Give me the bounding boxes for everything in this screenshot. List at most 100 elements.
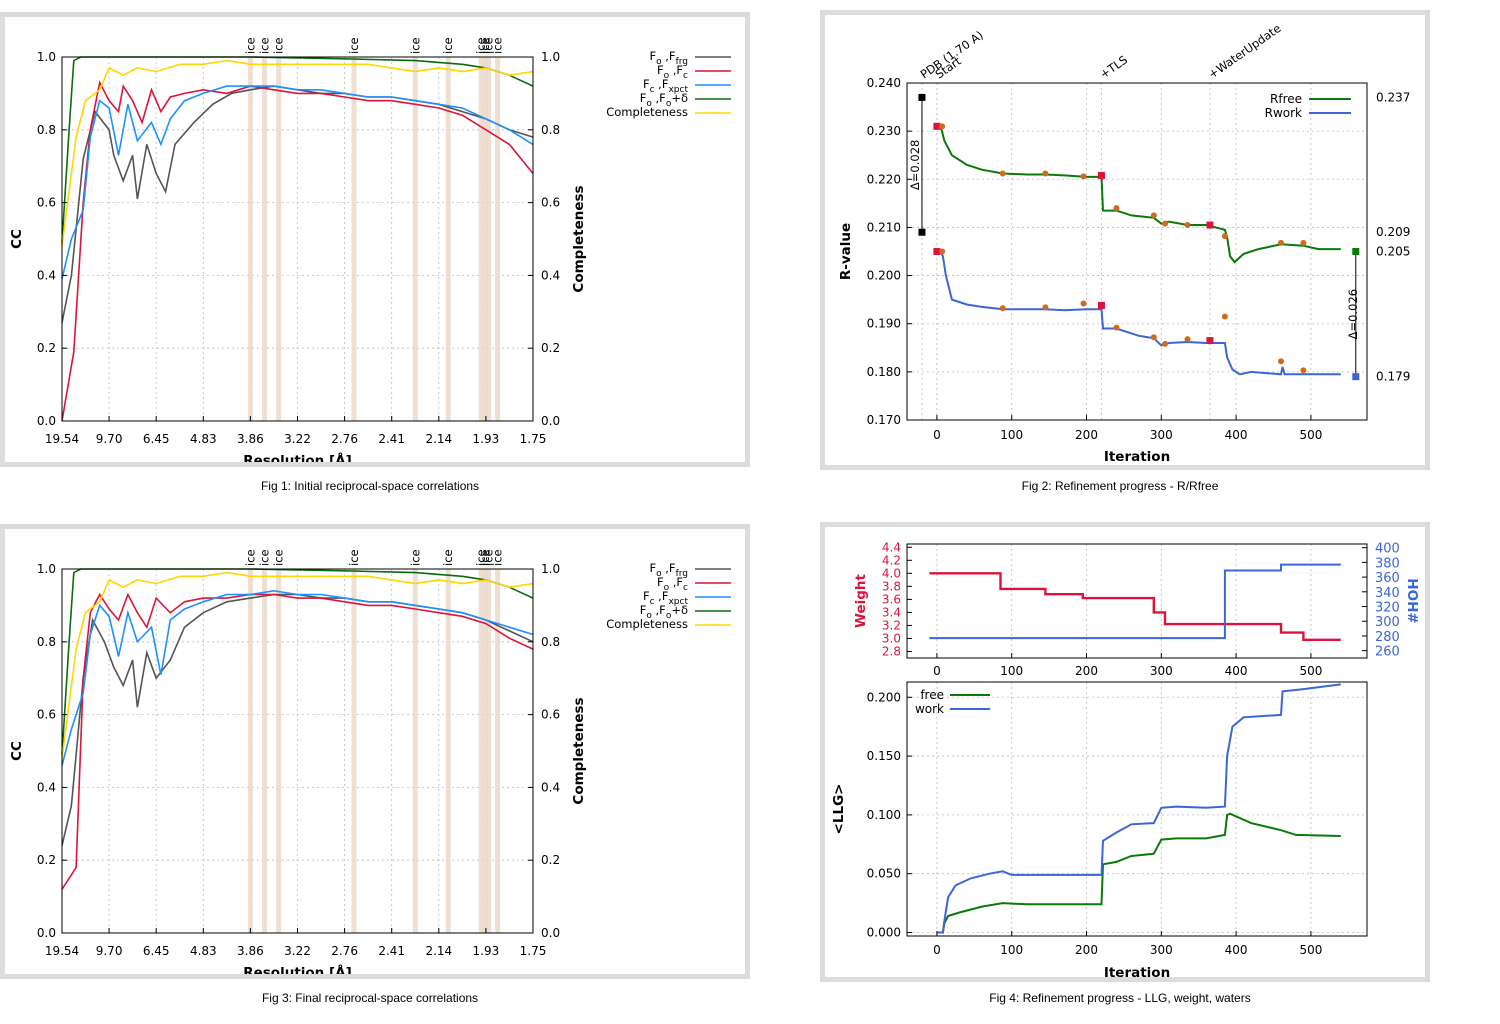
fig1-xlabel: Resolution [Å]: [243, 452, 352, 462]
fig1-xtick-label: 9.70: [96, 432, 123, 446]
fig1-series-4: [61, 59, 534, 247]
fig4-hoh-line: [929, 563, 1341, 640]
fig3-ice-label: ice: [243, 549, 257, 566]
fig3-panel: ice ice ice ice ice ice ice ice ice ice 19.54 9.70 6…: [0, 524, 750, 979]
fig3-ice-band: [351, 569, 357, 933]
fig1-y2tick-label: 0.2: [541, 341, 560, 355]
fig2-point-square: [1097, 301, 1105, 309]
fig1-ytick-label: 0.0: [37, 414, 56, 428]
fig3-y2tick-label: 1.0: [541, 562, 560, 576]
fig1-ice-label: ice: [474, 37, 488, 54]
fig2-xtick-label: 200: [1075, 428, 1098, 442]
fig2-series-rfree: [936, 125, 1341, 264]
fig2-point-dot: [939, 123, 946, 130]
fig1-ytick-label: 0.8: [37, 123, 56, 137]
fig3-y2label: Completeness: [571, 697, 587, 804]
fig1-ice-label: ice: [243, 37, 257, 54]
fig3-ice-label: ice: [347, 549, 361, 566]
fig3-ytick-label: 0.8: [37, 635, 56, 649]
fig3-ytick-label: 0.4: [37, 780, 56, 794]
fig2-point-square: [933, 248, 941, 255]
fig4-top-xtick-label: 300: [1150, 664, 1173, 678]
fig4-series-free: [936, 812, 1341, 934]
fig2-legend-label: Rfree: [1270, 92, 1302, 106]
fig1-series-1: [61, 80, 534, 422]
fig4-caption: Fig 4: Refinement progress - LLG, weight…: [989, 991, 1251, 1005]
fig1-ytick-label: 0.2: [37, 341, 56, 355]
fig4-top-xtick-label: 100: [1000, 664, 1023, 678]
fig4-top-xtick-label: 400: [1225, 664, 1248, 678]
fig2-point-square: [1097, 171, 1105, 179]
fig3-xtick-label: 2.76: [331, 944, 358, 958]
fig4-weight-tick-label: 4.4: [882, 540, 901, 554]
fig4-weight-tick-label: 3.0: [882, 631, 901, 645]
fig4-hoh-tick-label: 400: [1375, 542, 1400, 557]
fig4-xtick-label: 0: [933, 943, 941, 957]
fig4-xtick-label: 500: [1299, 943, 1322, 957]
fig3-ice-band: [495, 569, 501, 933]
fig2-point-dot: [1080, 300, 1087, 307]
fig2-point-dot: [1184, 336, 1191, 343]
fig2-series-rwork: [936, 250, 1341, 376]
fig2-point-dot: [999, 170, 1006, 177]
fig2-point-dot: [1042, 170, 1049, 177]
fig2-ytick-label: 0.210: [867, 220, 901, 234]
fig1-ice-band: [412, 57, 418, 421]
fig3-ice-label: ice: [408, 549, 422, 566]
fig1-ylabel: CC: [9, 229, 25, 249]
fig1-xtick-label: 6.45: [143, 432, 170, 446]
fig2-ytick-label: 0.230: [867, 124, 901, 138]
fig1-xtick-label: 3.86: [237, 432, 264, 446]
fig1-xtick-label: 3.22: [284, 432, 311, 446]
fig3-xtick-label: 19.54: [45, 944, 79, 958]
fig3-ice-band: [412, 569, 418, 933]
fig4-weight-tick-label: 3.6: [882, 592, 901, 606]
fig1-xtick-label: 4.83: [190, 432, 217, 446]
fig2-ytick-label: 0.170: [867, 413, 901, 427]
fig1-xtick-label: 2.76: [331, 432, 358, 446]
fig1-ice-band: [486, 57, 492, 421]
fig2-point-dot: [1184, 222, 1191, 229]
fig1-ice-band: [478, 57, 484, 421]
fig3-ice-band: [276, 569, 282, 933]
fig4-plot-frame: [906, 681, 1368, 937]
fig4-hoh-tick-label: 280: [1375, 630, 1400, 645]
fig2-point-square: [1352, 373, 1360, 381]
fig1-ytick-label: 0.4: [37, 268, 56, 282]
fig3-series-4: [61, 571, 534, 759]
fig4-weight-tick-label: 4.0: [882, 566, 901, 580]
fig1-ice-label: ice: [272, 37, 286, 54]
fig1-y2tick-label: 1.0: [541, 50, 560, 64]
fig1-caption: Fig 1: Initial reciprocal-space correlat…: [260, 479, 480, 493]
fig4-series-work: [936, 683, 1341, 934]
fig3-series-2: [61, 589, 534, 766]
fig3-y2tick-label: 0.0: [541, 926, 560, 940]
fig2-point-dot: [1150, 334, 1157, 341]
fig2-xtick-label: 0: [933, 428, 941, 442]
fig4-hoh-label: HOH#: [1404, 578, 1420, 623]
fig4-hoh-tick-label: 340: [1375, 586, 1400, 601]
fig2-xtick-label: 500: [1299, 428, 1322, 442]
fig2-delta-right-label: Δ=0.026: [1346, 289, 1360, 339]
fig3-y2tick-label: 0.8: [541, 635, 560, 649]
fig3-xtick-label: 1.75: [520, 944, 547, 958]
fig1-ice-label: ice: [408, 37, 422, 54]
fig4-weight-line: [929, 572, 1341, 642]
fig1-ice-band: [482, 57, 488, 421]
fig3-ice-band: [486, 569, 492, 933]
fig4-xtick-label: 400: [1225, 943, 1248, 957]
fig1-series-2: [61, 85, 534, 280]
fig3-ice-band: [247, 569, 253, 933]
fig4-chart: 0 100 200 300 400 500 2.83.03.23.43.63.84.04.2…: [831, 540, 1420, 977]
fig1-y2label: Completeness: [571, 185, 587, 292]
fig1-legend-label: Completeness: [606, 105, 688, 119]
fig1-y2tick-label: 0.0: [541, 414, 560, 428]
fig2-point-dot: [1300, 239, 1307, 246]
fig2-caption: Fig 2: Refinement progress - R/Rfree: [1021, 479, 1219, 493]
fig3-ice-band: [445, 569, 451, 933]
fig2-point-square: [918, 228, 926, 236]
fig1-ice-label: ice: [347, 37, 361, 54]
fig2-point-square: [1206, 337, 1214, 345]
fig4-weight-tick-label: 3.4: [882, 605, 901, 619]
